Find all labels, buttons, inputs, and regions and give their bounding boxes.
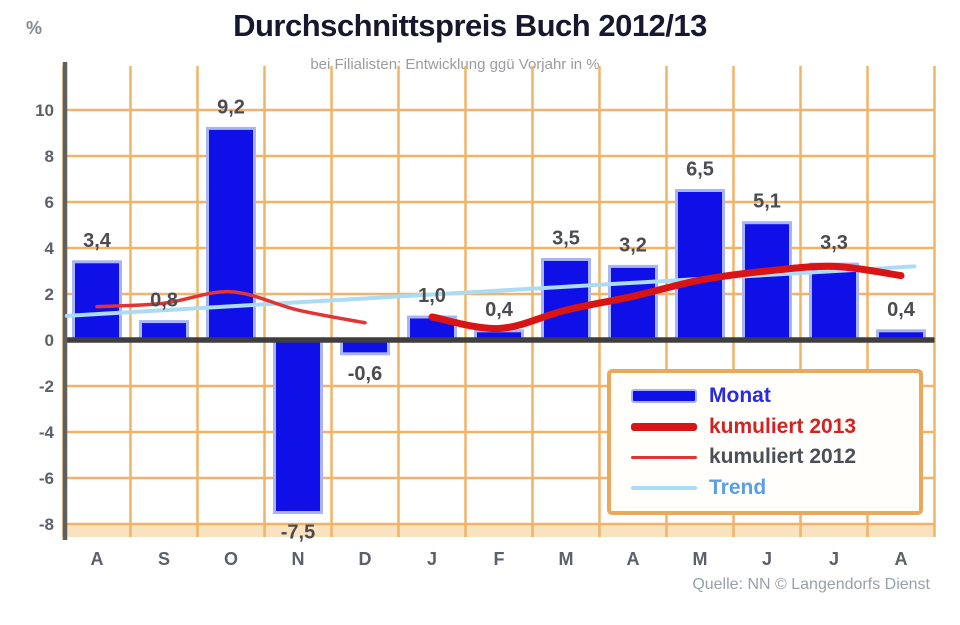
y-tick-label: 0 — [45, 331, 54, 350]
source-note: Quelle: NN © Langendorfs Dienst — [692, 576, 930, 593]
y-tick-label: 10 — [35, 101, 54, 120]
legend-swatch-shape — [631, 389, 697, 404]
legend-label: Trend — [709, 475, 767, 499]
bar-value-label: 3,2 — [619, 234, 647, 256]
legend-line-swatch — [631, 422, 697, 431]
y-axis-unit-label: % — [26, 18, 43, 38]
x-tick-label: J — [762, 549, 772, 569]
legend-item-kumuliert-2012: kumuliert 2012 — [631, 444, 919, 470]
y-tick-label: -4 — [39, 423, 55, 442]
y-tick-label: -6 — [39, 469, 54, 488]
bar-value-label: -0,6 — [348, 363, 382, 385]
legend-swatch-shape — [631, 422, 697, 431]
bar-value-label: 1,0 — [418, 285, 446, 307]
legend-swatch-shape — [631, 455, 697, 459]
x-tick-label: O — [224, 549, 238, 569]
legend-bar-swatch — [631, 389, 697, 404]
bar-value-label: 5,1 — [753, 191, 781, 213]
bar-monat — [139, 320, 189, 342]
x-tick-label: N — [292, 549, 305, 569]
bar-value-label: 9,2 — [217, 96, 245, 118]
x-tick-label: J — [829, 549, 839, 569]
legend-item-monat: Monat — [631, 383, 919, 409]
legend-label: kumuliert 2013 — [709, 414, 857, 438]
legend-item-trend: Trend — [631, 475, 919, 501]
bar-monat — [541, 258, 591, 342]
bar-value-label: 0,8 — [150, 290, 178, 312]
bar-value-label: 3,3 — [820, 232, 848, 254]
legend: Monat kumuliert 2013 kumuliert 2012 Trend — [607, 369, 923, 515]
bar-monat — [809, 262, 859, 342]
x-tick-label: S — [158, 549, 170, 569]
chart-subtitle: bei Filialisten: Entwicklung ggü Vorjahr… — [310, 56, 600, 73]
bar-value-label: 0,4 — [485, 299, 514, 321]
x-axis-band — [62, 525, 936, 537]
bar-value-label: 3,4 — [83, 230, 112, 252]
x-tick-label: F — [494, 549, 505, 569]
x-tick-label: A — [627, 549, 640, 569]
line-kumuliert-2013 — [428, 262, 905, 333]
x-tick-label: M — [559, 549, 574, 569]
legend-item-kumuliert-2013: kumuliert 2013 — [631, 414, 919, 440]
y-tick-label: 4 — [45, 239, 55, 258]
legend-line-swatch — [631, 455, 697, 459]
bar-monat — [675, 189, 725, 342]
bar-value-label: 6,5 — [686, 159, 714, 181]
bar-value-label: 0,4 — [887, 299, 916, 321]
x-tick-label: A — [895, 549, 908, 569]
y-tick-label: 8 — [45, 147, 54, 166]
y-tick-label: -2 — [39, 377, 54, 396]
bar-value-label: 3,5 — [552, 228, 580, 250]
legend-label: kumuliert 2012 — [709, 445, 857, 469]
line-trend — [64, 264, 917, 318]
x-tick-label: A — [91, 549, 104, 569]
bar-monat — [273, 338, 323, 514]
legend-line-swatch — [631, 486, 697, 490]
legend-label: Monat — [709, 384, 771, 408]
legend-swatch-shape — [631, 486, 697, 490]
x-tick-label: M — [693, 549, 708, 569]
bar-value-label: -7,5 — [281, 522, 315, 544]
chart-title: Durchschnittspreis Buch 2012/13 — [233, 8, 707, 43]
x-tick-label: D — [359, 549, 372, 569]
bar-monat — [72, 260, 122, 342]
y-tick-label: -8 — [39, 515, 54, 534]
y-tick-label: 6 — [45, 193, 54, 212]
y-tick-label: 2 — [45, 285, 54, 304]
x-tick-label: J — [427, 549, 437, 569]
bar-monat — [742, 221, 792, 342]
line-kumuliert-2012 — [95, 289, 367, 325]
